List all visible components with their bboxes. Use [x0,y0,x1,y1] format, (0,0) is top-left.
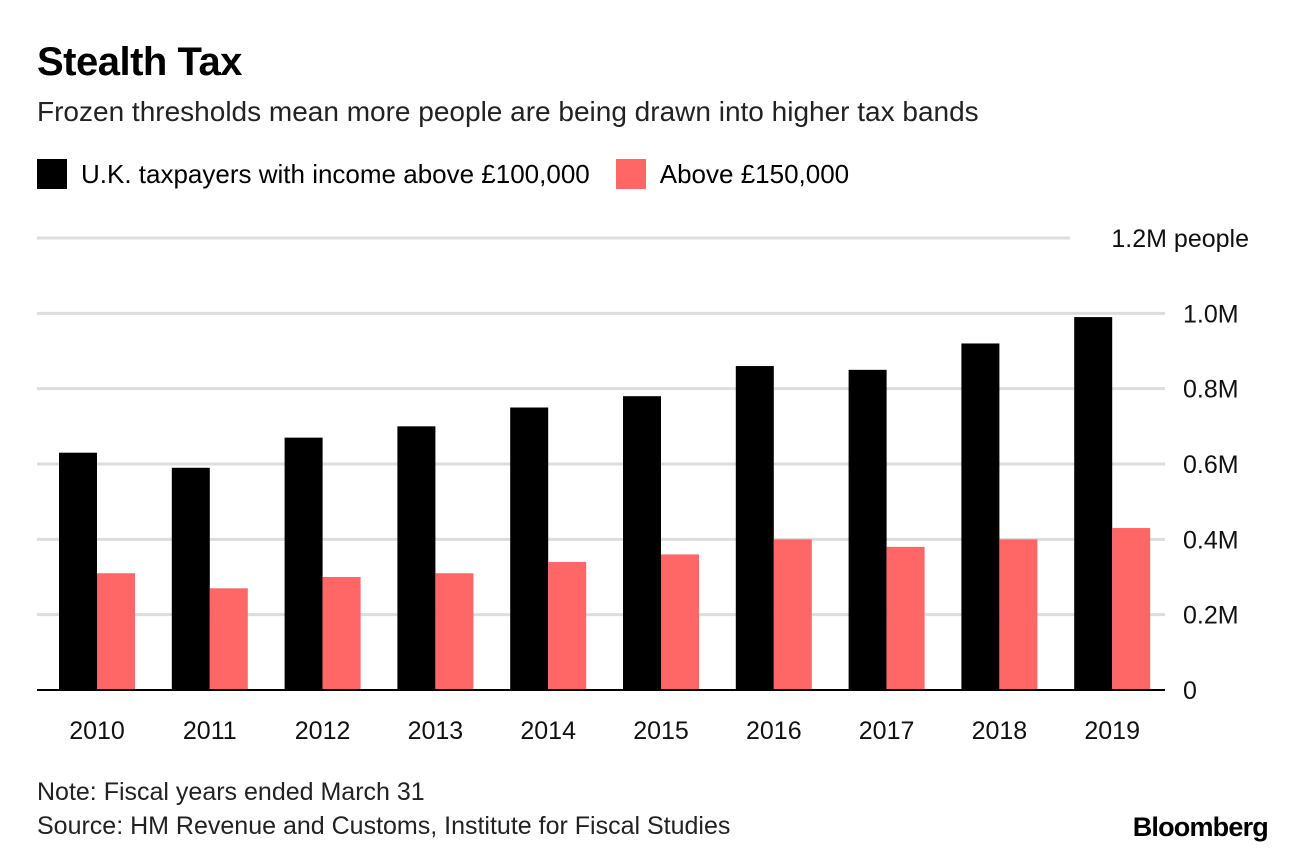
bar-above-150k [661,554,699,690]
y-tick-label: 0.6M [1183,451,1239,479]
bar-above-100k [623,396,661,690]
bar-above-100k [284,437,323,690]
x-tick-label: 2017 [859,717,915,745]
bar-above-100k [171,467,210,690]
y-tick-label: 0.2M [1183,602,1239,630]
y-tick-label: 0.8M [1183,376,1239,404]
x-tick-label: 2019 [1084,717,1140,745]
legend-item-above-150k: Above £150,000 [615,158,850,190]
bar-above-100k [848,369,887,690]
legend-label-above-150k: Above £150,000 [659,158,850,189]
bar-above-150k [548,561,587,690]
bar-above-150k [209,588,248,690]
chart-source: Source: HM Revenue and Customs, Institut… [37,812,731,840]
chart-note: Note: Fiscal years ended March 31 [37,778,425,806]
bar-above-150k [1112,528,1151,690]
bar-above-150k [773,539,812,690]
bar-above-150k [322,577,361,690]
legend-swatch-above-150k [615,159,646,189]
bar-above-150k [886,546,925,690]
bar-above-100k [397,426,436,690]
bar-above-100k [735,366,774,690]
chart-subtitle: Frozen thresholds mean more people are b… [37,96,979,127]
bar-above-100k [961,343,1000,690]
y-tick-label: 0 [1183,677,1197,705]
bar-above-100k [59,452,97,690]
y-tick-label: 1.2M people [1111,225,1249,253]
bar-above-100k [510,407,549,690]
bar-above-150k [435,573,474,690]
bloomberg-logo: Bloomberg [1132,812,1269,842]
x-tick-label: 2012 [295,717,351,745]
y-tick-label: 1.0M [1183,300,1239,328]
y-tick-label: 0.4M [1183,526,1239,554]
x-tick-label: 2013 [408,717,464,745]
chart-title: Stealth Tax [37,40,242,84]
legend-label-above-100k: U.K. taxpayers with income above £100,00… [81,158,590,189]
x-tick-label: 2016 [746,717,802,745]
bar-above-150k [999,539,1038,690]
bar-above-150k [97,573,135,690]
x-tick-label: 2015 [633,717,689,745]
x-tick-label: 2018 [972,717,1028,745]
x-tick-label: 2010 [69,717,125,745]
bar-above-100k [1074,317,1113,690]
x-tick-label: 2011 [183,717,237,745]
legend-swatch-above-100k [37,159,67,189]
x-tick-label: 2014 [520,717,576,745]
legend-item-above-100k: U.K. taxpayers with income above £100,00… [37,159,590,190]
legend: U.K. taxpayers with income above £100,00… [37,158,875,190]
